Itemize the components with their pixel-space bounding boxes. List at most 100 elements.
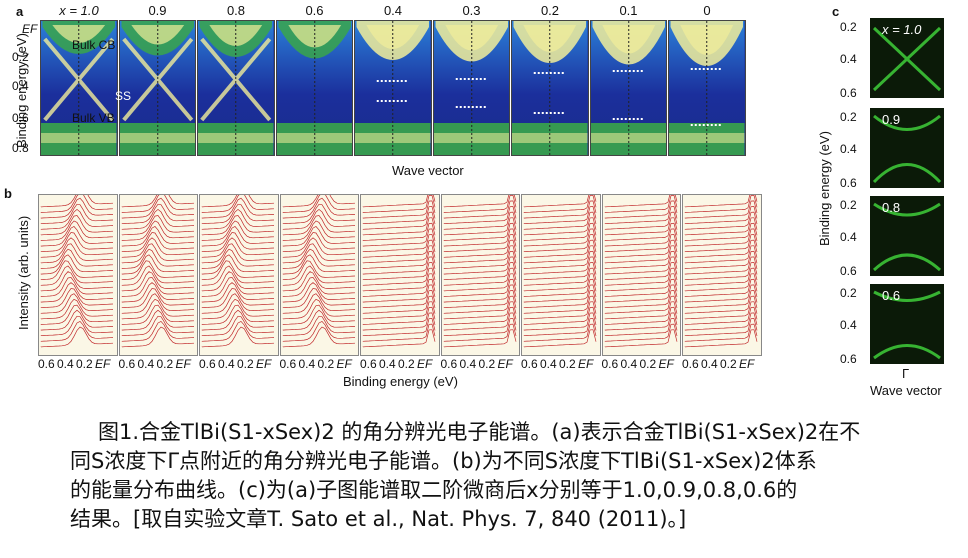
panel-c-y-tick: 0.2 xyxy=(840,286,857,300)
edc-curve xyxy=(40,271,114,292)
edc-curve xyxy=(684,267,758,286)
edc-curve xyxy=(604,250,677,269)
edc-curve xyxy=(604,301,677,320)
edc-curve xyxy=(684,250,758,269)
panel-c-y-tick: 0.6 xyxy=(840,352,857,366)
edc-curve xyxy=(523,262,597,281)
edc-curve xyxy=(443,278,516,297)
edc-curve xyxy=(362,312,436,331)
panel-b-x-tick: 0.4 xyxy=(701,357,718,371)
panel-c-y-tick: 0.4 xyxy=(840,142,857,156)
panel-a-title: 0.2 xyxy=(540,3,560,18)
arpes-map xyxy=(589,20,667,156)
edc-curve xyxy=(201,237,275,258)
edc-curve xyxy=(121,208,194,230)
panel-c-y-tick: 0.6 xyxy=(840,86,857,100)
caption-line-2: 同S浓度下Γ点附近的角分辨光电子能谱。(b)为不同S浓度下TlBi(S1-xSe… xyxy=(70,449,817,473)
edc-curve xyxy=(121,304,194,325)
edc-panel xyxy=(199,194,279,356)
edc-curve xyxy=(362,267,436,286)
edc-curve xyxy=(121,220,194,241)
edc-curve xyxy=(121,271,194,292)
edc-curve xyxy=(604,284,677,303)
panel-a-y-tick: 0.2 xyxy=(12,50,29,64)
edc-curve xyxy=(443,222,516,241)
edc-curve xyxy=(443,228,516,247)
upper-band xyxy=(873,290,941,302)
edc-curve xyxy=(523,206,597,225)
panel-b-x-tick: 0.2 xyxy=(156,357,174,371)
edc-curve xyxy=(684,312,758,331)
edc-curve xyxy=(523,329,597,348)
edc-curve xyxy=(282,265,355,286)
arpes-map xyxy=(275,20,353,156)
edc-curve xyxy=(40,220,114,241)
edc-curve xyxy=(282,282,355,303)
edc-curve xyxy=(523,245,597,264)
upper-band xyxy=(873,114,941,131)
panel-b-x-tick: 0.4 xyxy=(218,357,235,371)
edc-panel xyxy=(118,194,198,356)
panel-a-title: 0.3 xyxy=(462,3,481,18)
conduction-band-core xyxy=(601,25,655,54)
lower-band xyxy=(873,344,941,360)
edc-curve xyxy=(604,195,677,213)
edc-curve xyxy=(282,215,355,236)
edc-curve xyxy=(684,200,758,219)
panel-b-x-tick: 0.2 xyxy=(237,357,254,371)
edc-curve xyxy=(201,203,275,225)
edc-curve xyxy=(684,323,758,342)
edc-curve xyxy=(443,245,516,264)
edc-curve xyxy=(282,197,355,219)
edc-curve xyxy=(201,220,275,241)
conduction-band-core xyxy=(209,25,263,46)
edc-curve xyxy=(604,195,677,208)
panel-b-x-tick: 0.4 xyxy=(620,357,638,371)
edc-curve xyxy=(604,211,677,230)
panel-b-x-tick: 0.6 xyxy=(279,357,297,371)
edc-curve xyxy=(362,245,436,264)
edc-curve xyxy=(523,228,597,247)
edc-curve xyxy=(604,329,677,348)
edc-curve xyxy=(604,267,677,286)
arpes-map xyxy=(197,20,275,156)
edc-curve xyxy=(201,288,275,309)
panel-b-x-tick: 0.4 xyxy=(298,357,316,371)
panel-a-title: 0.6 xyxy=(305,3,324,18)
edc-curve xyxy=(523,312,597,331)
edc-curve xyxy=(362,206,436,225)
edc-curve xyxy=(523,239,597,258)
edc-curve xyxy=(684,206,758,225)
edc-curve xyxy=(282,195,355,208)
edc-curve xyxy=(201,195,275,213)
edc-panel xyxy=(440,194,520,356)
panel-b-x-tick: 0.4 xyxy=(379,357,396,371)
edc-curve xyxy=(201,195,275,208)
edc-curve xyxy=(604,262,677,281)
edc-curve xyxy=(443,295,516,314)
conduction-band-core xyxy=(680,25,734,55)
edc-curve xyxy=(40,232,114,253)
edc-curve xyxy=(604,256,677,275)
panel-b-x-tick: EF xyxy=(417,357,433,371)
edc-curve xyxy=(604,245,677,264)
edc-curve xyxy=(40,254,114,275)
edc-curve xyxy=(121,197,194,219)
edc-curve xyxy=(282,326,355,348)
caption-line-3: 的能量分布曲线。(c)为(a)子图能谱取二阶微商后x分别等于1.0,0.9,0.… xyxy=(70,478,798,502)
edc-curve xyxy=(684,234,758,253)
edc-curve xyxy=(40,304,114,325)
edc-curve xyxy=(443,318,516,337)
edc-curve xyxy=(684,284,758,303)
panel-c-title: x = 1.0 xyxy=(882,22,922,37)
edc-curve xyxy=(684,329,758,348)
arpes-map xyxy=(432,20,510,156)
edc-curve xyxy=(282,232,355,253)
surface-state xyxy=(121,37,193,122)
edc-curve xyxy=(40,320,114,342)
edc-curve xyxy=(443,262,516,281)
panel-c-y-tick: 0.6 xyxy=(840,264,857,278)
edc-curve xyxy=(604,306,677,325)
edc-curve xyxy=(282,293,355,314)
edc-curve xyxy=(201,282,275,303)
